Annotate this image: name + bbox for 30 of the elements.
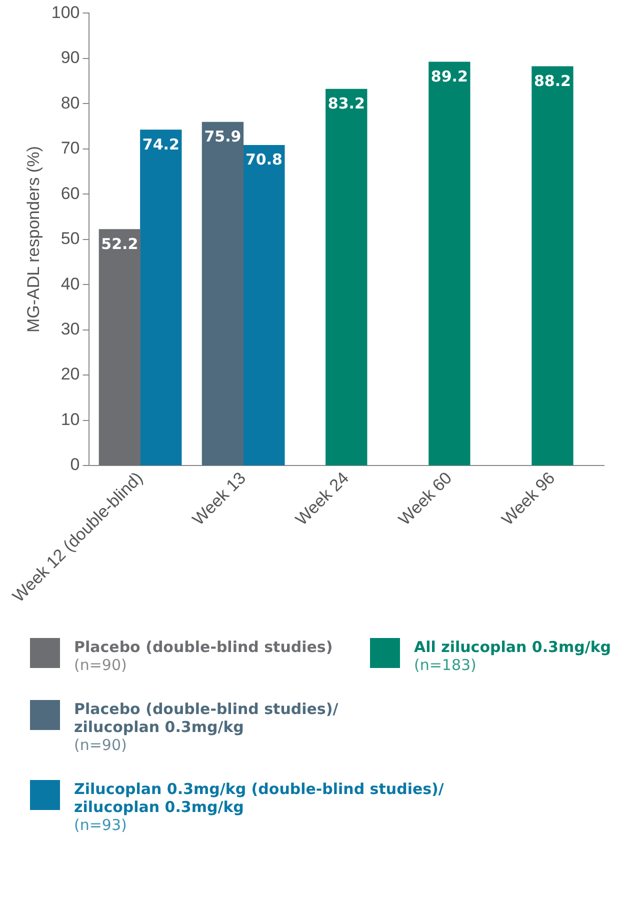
data-label: 52.2 <box>101 234 138 253</box>
bar <box>140 130 182 466</box>
y-tick-label: 30 <box>60 320 80 339</box>
y-axis-title: MG-ADL responders (%) <box>24 146 43 333</box>
bar <box>532 66 574 466</box>
y-tick-label: 10 <box>60 410 80 429</box>
y-tick-label: 40 <box>60 274 80 294</box>
y-tick-label: 0 <box>70 455 80 474</box>
data-label: 74.2 <box>142 135 180 154</box>
y-tick-label: 50 <box>60 229 80 248</box>
bar <box>243 144 285 466</box>
y-tick-label: 60 <box>60 184 80 203</box>
data-label: 70.8 <box>245 150 282 169</box>
y-tick-label: 100 <box>51 2 80 22</box>
bar <box>326 88 368 466</box>
data-label: 75.9 <box>204 128 242 146</box>
y-tick-label: 80 <box>60 93 80 112</box>
legend-label: Placebo (double-blind studies) (n=90) <box>74 638 333 674</box>
legend-label: Zilucoplan 0.3mg/kg (double-blind studies)/ zilucoplan 0.3mg/kg (n=93) <box>74 780 444 834</box>
y-tick-label: 70 <box>60 138 80 158</box>
y-tick-label: 20 <box>60 364 80 384</box>
legend-label: Placebo (double-blind studies)/ zilucoplan 0.3mg/kg (n=90) <box>74 700 338 754</box>
y-tick-label: 90 <box>60 48 80 68</box>
bar <box>428 62 470 466</box>
data-label: 83.2 <box>328 94 365 113</box>
data-label: 88.2 <box>534 72 571 90</box>
data-label: 89.2 <box>430 67 468 86</box>
bar <box>98 229 141 466</box>
legend-label: All zilucoplan 0.3mg/kg (n=183) <box>414 638 612 674</box>
bar <box>202 122 244 466</box>
